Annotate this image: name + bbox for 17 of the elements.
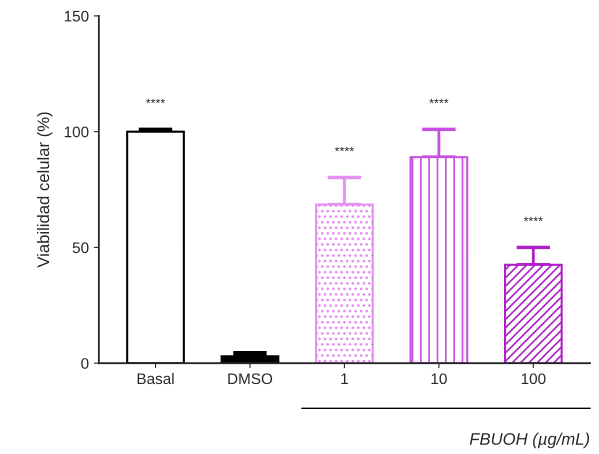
annotation: **** <box>524 216 543 222</box>
x-axis-title: FBUOH (µg/mL) <box>470 432 590 448</box>
x-tick-label: 1 <box>341 373 348 384</box>
x-tick-label: 10 <box>432 373 447 384</box>
annotation: **** <box>334 146 354 152</box>
y-axis-title: Viabilidad celular (%) <box>36 112 53 268</box>
annotation: **** <box>146 98 166 104</box>
x-tick-label: Basal <box>138 372 174 384</box>
y-tick-label: 100 <box>64 126 89 138</box>
y-tick-label: 0 <box>81 358 89 369</box>
annotation: **** <box>429 98 448 104</box>
bar <box>220 355 280 364</box>
x-tick-label: DMSO <box>228 373 272 384</box>
bar <box>126 130 185 364</box>
y-tick-label: 150 <box>64 10 89 22</box>
y-tick-label: 50 <box>72 242 89 254</box>
x-tick-label: 100 <box>522 373 546 384</box>
